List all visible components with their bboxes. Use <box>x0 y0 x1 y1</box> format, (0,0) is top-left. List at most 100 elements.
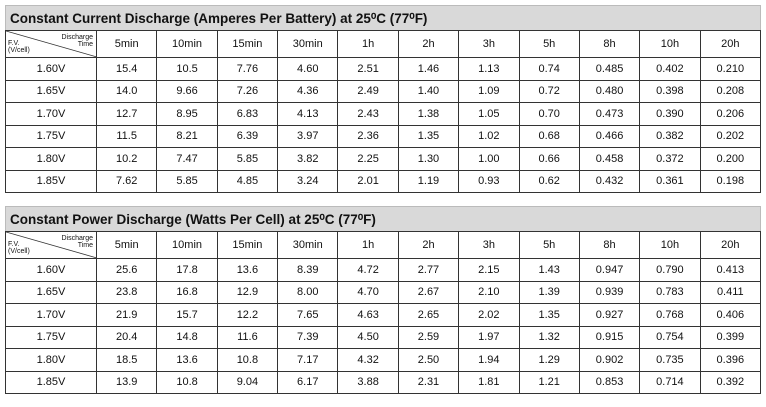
cell: 14.8 <box>156 325 218 349</box>
cell: 6.17 <box>277 370 339 394</box>
cell: 4.32 <box>337 348 399 372</box>
cell: 1.81 <box>458 370 520 394</box>
cell: 14.0 <box>95 79 158 103</box>
row-label: 1.65V <box>5 79 97 103</box>
cell: 0.70 <box>518 102 580 126</box>
cell: 0.735 <box>639 348 701 372</box>
cell: 0.399 <box>699 325 762 349</box>
cell: 0.790 <box>639 258 701 282</box>
cell: 21.9 <box>95 303 158 327</box>
cell: 7.17 <box>277 348 339 372</box>
data-row: 1.85V 13.9 10.8 9.04 6.17 3.88 2.31 1.81 1.21 0.8… <box>5 370 762 394</box>
column-header: 2h <box>397 30 460 58</box>
cell: 6.39 <box>216 124 279 148</box>
cell: 4.63 <box>337 303 399 327</box>
fv-label: F.V. (V/cell) <box>8 40 30 54</box>
cell: 0.902 <box>578 348 641 372</box>
cell: 1.39 <box>518 280 580 304</box>
cell: 25.6 <box>95 258 158 282</box>
table-title: Constant Current Discharge (Amperes Per … <box>5 5 761 30</box>
row-label: 1.85V <box>5 370 97 394</box>
cell: 2.59 <box>397 325 460 349</box>
diagonal <box>6 31 97 57</box>
cell: 7.65 <box>277 303 339 327</box>
cell: 4.60 <box>277 57 339 81</box>
cell: 11.6 <box>216 325 279 349</box>
cell: 0.208 <box>699 79 762 103</box>
cell: 2.25 <box>337 147 399 171</box>
cell: 7.76 <box>216 57 279 81</box>
cell: 16.8 <box>156 280 218 304</box>
column-header: 1h <box>337 231 399 259</box>
time-line: Discharge <box>61 235 93 242</box>
time-label: Discharge Time <box>61 235 93 249</box>
data-row: 1.80V 10.2 7.47 5.85 3.82 2.25 1.30 1.00 0.66 0.4… <box>5 147 762 171</box>
cell: 8.39 <box>277 258 339 282</box>
column-header: 5h <box>518 30 580 58</box>
cell: 6.83 <box>216 102 279 126</box>
cell: 1.43 <box>518 258 580 282</box>
cell: 20.4 <box>95 325 158 349</box>
cell: 0.939 <box>578 280 641 304</box>
column-header: 15min <box>216 231 279 259</box>
cell: 11.5 <box>95 124 158 148</box>
cell: 12.9 <box>216 280 279 304</box>
row-label: 1.60V <box>5 258 97 282</box>
data-row: 1.75V 11.5 8.21 6.39 3.97 2.36 1.35 1.02 0.68 0.4… <box>5 124 762 148</box>
column-header: 8h <box>578 30 641 58</box>
data-row: 1.65V 23.8 16.8 12.9 8.00 4.70 2.67 2.10 1.39 0.9… <box>5 280 762 304</box>
cell: 2.77 <box>397 258 460 282</box>
cell: 0.485 <box>578 57 641 81</box>
cell: 2.65 <box>397 303 460 327</box>
time-line: Discharge <box>61 34 93 41</box>
cell: 1.40 <box>397 79 460 103</box>
column-header: 5min <box>95 30 158 58</box>
column-header: 8h <box>578 231 641 259</box>
column-header: 10min <box>156 30 218 58</box>
cell: 7.47 <box>156 147 218 171</box>
column-header: 10min <box>156 231 218 259</box>
cell: 10.8 <box>156 370 218 394</box>
cell: 2.15 <box>458 258 520 282</box>
cell: 0.198 <box>699 169 762 193</box>
cell: 0.66 <box>518 147 580 171</box>
cell: 13.6 <box>216 258 279 282</box>
cell: 4.36 <box>277 79 339 103</box>
cell: 0.68 <box>518 124 580 148</box>
cell: 0.200 <box>699 147 762 171</box>
cell: 9.66 <box>156 79 218 103</box>
cell: 2.02 <box>458 303 520 327</box>
cell: 5.85 <box>216 147 279 171</box>
cell: 4.72 <box>337 258 399 282</box>
cell: 4.70 <box>337 280 399 304</box>
row-label: 1.75V <box>5 325 97 349</box>
column-header: 20h <box>699 231 762 259</box>
cell: 0.432 <box>578 169 641 193</box>
data-row: 1.75V 20.4 14.8 11.6 7.39 4.50 2.59 1.97 1.32 0.9… <box>5 325 762 349</box>
row-label: 1.65V <box>5 280 97 304</box>
cell: 1.35 <box>397 124 460 148</box>
row-label: 1.75V <box>5 124 97 148</box>
cell: 0.392 <box>699 370 762 394</box>
cell: 9.04 <box>216 370 279 394</box>
cell: 0.714 <box>639 370 701 394</box>
data-row: 1.80V 18.5 13.6 10.8 7.17 4.32 2.50 1.94 1.29 0.9… <box>5 348 762 372</box>
cell: 12.7 <box>95 102 158 126</box>
cell: 7.26 <box>216 79 279 103</box>
cell: 0.768 <box>639 303 701 327</box>
cell: 2.51 <box>337 57 399 81</box>
table-title: Constant Power Discharge (Watts Per Cell… <box>5 206 761 231</box>
fv-line: F.V. <box>8 40 20 47</box>
data-row: 1.60V 15.4 10.5 7.76 4.60 2.51 1.46 1.13 0.74 0.4… <box>5 57 762 81</box>
cell: 10.5 <box>156 57 218 81</box>
cell: 1.97 <box>458 325 520 349</box>
data-table: F.V. (V/cell) Discharge Time 5min 10min 15min 3… <box>5 231 762 394</box>
table-block: Constant Current Discharge (Amperes Per … <box>5 5 762 193</box>
column-header: 3h <box>458 231 520 259</box>
cell: 23.8 <box>95 280 158 304</box>
cell: 0.411 <box>699 280 762 304</box>
cell: 7.62 <box>95 169 158 193</box>
cell: 0.402 <box>639 57 701 81</box>
corner-cell: F.V. (V/cell) Discharge Time <box>5 30 97 58</box>
cell: 2.50 <box>397 348 460 372</box>
